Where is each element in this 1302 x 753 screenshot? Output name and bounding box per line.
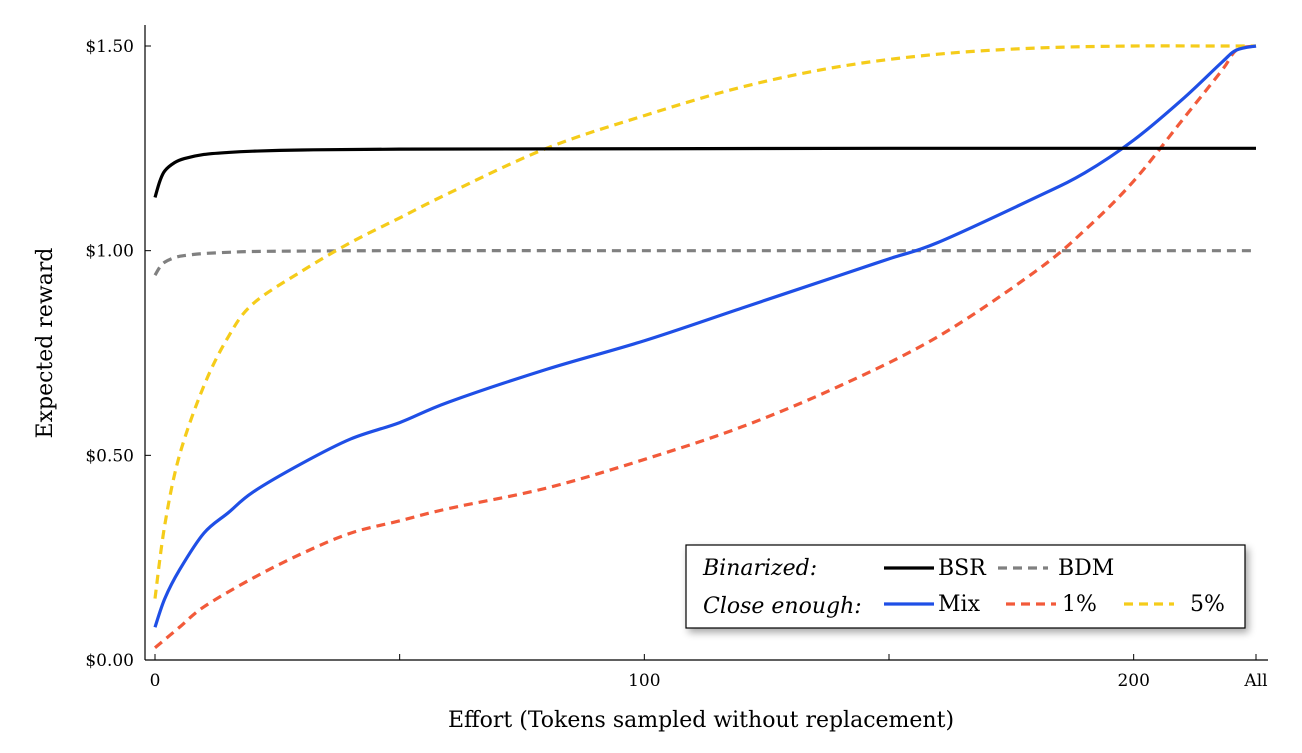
y-tick-label: $0.00	[85, 651, 134, 671]
y-axis-label: Expected reward	[33, 248, 58, 439]
legend-entries: BSR BDM Mix 1% 5%	[884, 556, 1225, 617]
x-tick-label: 200	[1117, 671, 1149, 691]
x-axis-label: Effort (Tokens sampled without replaceme…	[448, 708, 954, 733]
x-ticks: 0 100 200 All	[150, 654, 1268, 691]
legend-label-bdm: BDM	[1058, 556, 1114, 581]
y-tick-label: $1.50	[85, 37, 134, 57]
y-ticks: $0.00 $0.50 $1.00 $1.50	[85, 37, 151, 671]
legend: Binarized: Close enough: BSR BDM Mix 1% 5%	[685, 544, 1246, 629]
series-layer	[153, 44, 1257, 649]
x-tick-label: All	[1243, 671, 1267, 691]
series-line-5pct	[153, 44, 1256, 599]
legend-label-5pct: 5%	[1190, 592, 1225, 617]
legend-group-binarized: Binarized:	[702, 556, 817, 581]
legend-box	[685, 544, 1246, 629]
legend-group-close-enough: Close enough:	[703, 594, 862, 619]
y-tick-label: $1.00	[85, 242, 134, 262]
series-line-mix	[153, 44, 1257, 628]
x-tick-label: 100	[628, 671, 660, 691]
y-tick-label: $0.50	[85, 446, 134, 466]
axes	[144, 25, 1268, 661]
x-tick-label: 0	[150, 671, 161, 691]
legend-label-mix: Mix	[938, 592, 981, 617]
legend-label-1pct: 1%	[1062, 592, 1097, 617]
series-line-bdm	[153, 249, 1256, 277]
legend-label-bsr: BSR	[938, 556, 987, 581]
series-line-bsr	[153, 146, 1256, 198]
